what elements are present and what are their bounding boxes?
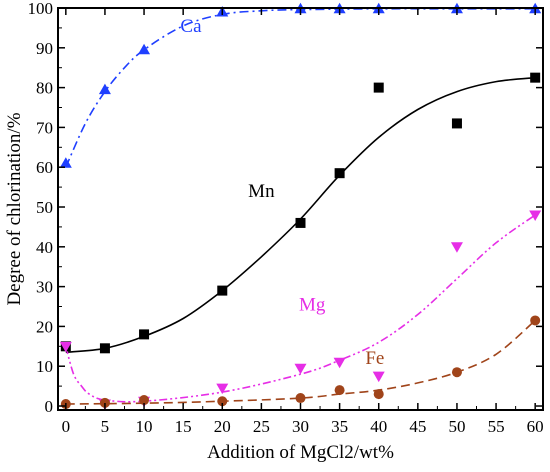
- marker-mg: [450, 242, 463, 253]
- y-tick-label: 40: [36, 238, 53, 257]
- y-tick-label: 50: [36, 198, 53, 217]
- series-label-mn: Mn: [248, 181, 275, 202]
- x-tick-label: 35: [331, 417, 348, 436]
- y-tick-label: 0: [45, 397, 54, 416]
- x-tick-label: 10: [136, 417, 153, 436]
- marker-mn: [99, 343, 110, 354]
- marker-mg: [294, 363, 307, 375]
- x-tick-label: 25: [253, 417, 270, 436]
- marker-fe: [373, 389, 384, 400]
- fit-curve-fe: [65, 319, 536, 405]
- x-tick-label: 50: [448, 417, 465, 436]
- marker-mn: [530, 72, 541, 83]
- series-label-mg: Mg: [299, 294, 326, 315]
- x-tick-label: 5: [101, 417, 110, 436]
- x-tick-label: 0: [62, 417, 71, 436]
- marker-mn: [334, 168, 345, 179]
- x-tick-label: 55: [488, 417, 505, 436]
- marker-fe: [451, 367, 462, 378]
- marker-fe: [139, 395, 150, 406]
- marker-ca: [59, 157, 72, 168]
- y-tick-label: 60: [36, 158, 53, 177]
- x-tick-label: 15: [175, 417, 192, 436]
- marker-mn: [295, 217, 306, 228]
- y-tick-label: 70: [36, 118, 53, 137]
- fit-curve-mg: [65, 214, 536, 403]
- x-tick-label: 30: [292, 417, 309, 436]
- y-tick-label: 80: [36, 79, 53, 98]
- marker-mg: [372, 371, 385, 383]
- marker-mg: [333, 357, 346, 369]
- fit-curve-ca: [65, 7, 536, 168]
- marker-mn: [373, 82, 384, 93]
- marker-mn: [139, 329, 150, 340]
- fit-curves: [65, 7, 536, 405]
- marker-mg: [529, 210, 542, 221]
- y-tick-label: 100: [28, 0, 54, 18]
- y-axis-title: Degree of chlorination/%: [4, 112, 25, 305]
- marker-mg: [216, 383, 229, 395]
- series-label-ca: Ca: [180, 16, 202, 37]
- axes: 0 5 10 15 20 25 30 35 40 45 50 55 60 0 10 20 30 40 50 60 70 8…: [28, 0, 544, 436]
- data-markers: [59, 2, 542, 411]
- x-tick-label: 20: [214, 417, 231, 436]
- marker-mn: [451, 118, 462, 129]
- plot-frame: [57, 7, 544, 411]
- x-tick-label: 60: [527, 417, 544, 436]
- marker-ca: [98, 83, 111, 95]
- marker-mn: [217, 285, 228, 296]
- marker-fe: [99, 397, 110, 408]
- y-tick-label: 30: [36, 278, 53, 297]
- marker-fe: [530, 315, 541, 326]
- y-tick-label: 20: [36, 317, 53, 336]
- marker-fe: [295, 393, 306, 404]
- y-tick-label: 90: [36, 39, 53, 58]
- marker-mg: [59, 341, 72, 353]
- x-tick-label: 40: [370, 417, 387, 436]
- x-axis-title: Addition of MgCl2/wt%: [207, 442, 394, 463]
- y-tick-label: 10: [36, 357, 53, 376]
- marker-fe: [217, 396, 228, 407]
- x-tick-label: 45: [409, 417, 426, 436]
- marker-ca: [138, 43, 151, 55]
- series-labels: Ca Mn Mg Fe: [180, 16, 384, 369]
- series-label-fe: Fe: [365, 348, 384, 369]
- marker-fe: [334, 385, 345, 396]
